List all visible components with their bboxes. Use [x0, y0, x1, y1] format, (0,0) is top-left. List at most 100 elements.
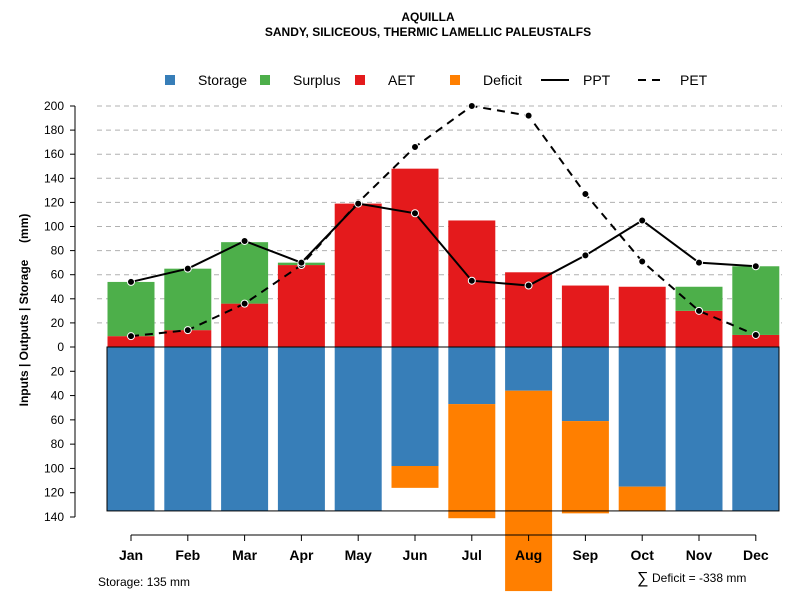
y-tick-label: 60	[51, 268, 65, 282]
bar-storage-aug	[505, 347, 553, 391]
bar-storage-oct	[618, 347, 666, 487]
pet-point-sep	[581, 189, 590, 198]
gridlines	[97, 105, 782, 324]
bar-aet-nov	[675, 310, 723, 347]
bars	[107, 168, 780, 592]
deficit-footnote: Deficit = -338 mm	[652, 571, 746, 585]
legend-swatch-aet	[355, 75, 365, 85]
legend-label-aet: AET	[388, 72, 416, 88]
x-tick-label-dec: Dec	[743, 547, 769, 563]
y-tick-label: 0	[57, 340, 64, 354]
bar-aet-jan	[107, 336, 155, 347]
y-tick-label: 60	[51, 413, 65, 427]
ppt-point-aug	[524, 281, 533, 290]
bar-aet-dec	[732, 334, 780, 347]
y-tick-label: 140	[44, 171, 64, 185]
bar-aet-sep	[561, 285, 609, 347]
bar-storage-feb	[164, 347, 212, 511]
x-tick-label-jul: Jul	[462, 547, 482, 563]
y-tick-label: 140	[44, 510, 64, 524]
pet-point-jun	[411, 142, 419, 151]
bar-deficit-sep	[561, 421, 609, 514]
bar-storage-sep	[561, 347, 609, 422]
y-tick-label: 100	[44, 461, 64, 475]
legend: Storage Surplus AET Deficit PPT PET	[165, 72, 708, 88]
pet-point-aug	[524, 111, 533, 120]
bar-deficit-aug	[505, 390, 553, 592]
pet-point-dec	[751, 330, 760, 339]
y-tick-label: 200	[44, 99, 64, 113]
y-tick-label: 20	[51, 316, 65, 330]
bar-surplus-feb	[164, 268, 212, 331]
x-tick-label-jun: Jun	[403, 547, 428, 563]
bar-aet-feb	[164, 330, 212, 347]
ppt-point-jun	[411, 209, 419, 218]
chart-subtitle: SANDY, SILICEOUS, THERMIC LAMELLIC PALEU…	[265, 25, 591, 39]
x-tick-label-sep: Sep	[573, 547, 599, 563]
x-tick-label-mar: Mar	[232, 547, 257, 563]
bar-surplus-mar	[221, 242, 269, 304]
x-tick-label-aug: Aug	[515, 547, 542, 563]
sigma-icon: ∑	[637, 570, 648, 587]
legend-swatch-surplus	[260, 75, 270, 85]
ppt-point-mar	[240, 236, 249, 245]
bar-storage-dec	[732, 347, 780, 511]
ppt-line	[130, 202, 756, 287]
plot-frame	[106, 346, 780, 512]
ppt-point-nov	[695, 258, 703, 267]
y-tick-label: 160	[44, 147, 64, 161]
x-tick-label-may: May	[345, 547, 372, 563]
y-tick-label: 120	[44, 486, 64, 500]
bar-aet-mar	[221, 303, 269, 347]
pet-point-jul	[467, 102, 476, 110]
x-tick-label-apr: Apr	[289, 547, 314, 563]
bar-surplus-jan	[107, 281, 155, 337]
bar-deficit-jun	[391, 466, 439, 488]
bar-storage-jan	[107, 347, 155, 511]
bar-aet-jun	[391, 168, 439, 347]
ppt-point-feb	[183, 264, 192, 273]
bar-aet-apr	[277, 265, 325, 347]
y-tick-label: 100	[44, 220, 64, 234]
bar-storage-nov	[675, 347, 723, 511]
ppt-point-jan	[127, 277, 135, 286]
bar-aet-oct	[618, 286, 666, 347]
y-tick-label: 40	[51, 389, 65, 403]
bar-surplus-dec	[732, 266, 780, 335]
x-tick-label-oct: Oct	[631, 547, 655, 563]
legend-label-deficit: Deficit	[483, 72, 522, 88]
pet-point-feb	[183, 326, 192, 335]
legend-label-pet: PET	[680, 72, 708, 88]
bar-deficit-jul	[448, 404, 496, 519]
bar-storage-mar	[221, 347, 269, 511]
ppt-point-apr	[297, 258, 306, 267]
legend-label-storage: Storage	[198, 72, 247, 88]
bar-storage-apr	[277, 347, 325, 511]
ppt-point-jul	[467, 276, 476, 285]
bar-deficit-oct	[618, 486, 666, 511]
pet-point-mar	[240, 299, 249, 308]
x-tick-label-jan: Jan	[119, 547, 143, 563]
pet-point-oct	[638, 257, 647, 266]
legend-swatch-storage	[165, 75, 175, 85]
y-tick-label: 180	[44, 123, 64, 137]
bar-storage-jun	[391, 347, 439, 466]
ppt-point-oct	[638, 216, 647, 225]
pet-line	[130, 104, 757, 338]
y-tick-label: 20	[51, 364, 65, 378]
bar-surplus-nov	[675, 286, 723, 311]
legend-label-surplus: Surplus	[293, 72, 340, 88]
y-tick-label: 80	[51, 437, 65, 451]
x-tick-label-feb: Feb	[175, 547, 200, 563]
y-tick-label: 120	[44, 195, 64, 209]
ppt-point-dec	[751, 262, 760, 271]
legend-swatch-deficit	[450, 75, 460, 85]
bar-aet-may	[334, 203, 382, 347]
bar-storage-jul	[448, 347, 496, 405]
storage-footnote: Storage: 135 mm	[98, 575, 190, 589]
y-tick-label: 80	[51, 244, 65, 258]
axes: 0 20 40 60 80 100 120 140 160 180 200 20 40 60 80 100 12…	[44, 99, 769, 563]
ppt-point-sep	[581, 251, 590, 260]
ppt-point-may	[354, 199, 363, 208]
